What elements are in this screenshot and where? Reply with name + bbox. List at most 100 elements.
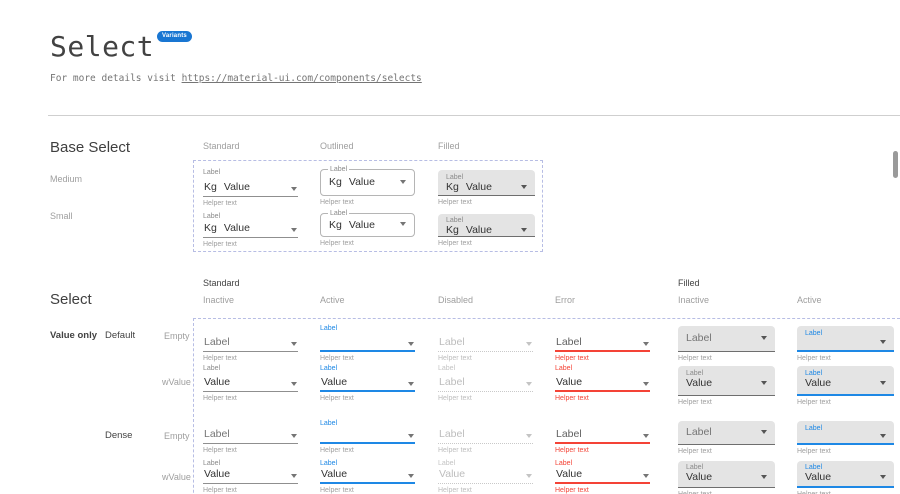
float-label: Label [555,460,573,467]
select-control[interactable]: Label [678,326,775,352]
subtitle-text: For more details visit [50,73,182,84]
select-control[interactable]: Value [438,468,533,484]
dropdown-arrow-icon [291,228,297,232]
helper-text: Helper text [797,491,894,494]
group-header-standard: Standard [203,278,240,288]
select-control[interactable]: Value [320,373,415,392]
select-control[interactable]: Value [555,373,650,392]
row-label-default: Default [105,330,136,341]
select-value: Label [204,336,230,348]
dropdown-arrow-icon [291,382,297,386]
select-control[interactable]: Label [203,428,298,444]
select-standard-error-dense-empty: Label Helper text [555,419,650,454]
select-control[interactable]: Label [555,333,650,352]
select-standard-disabled-dense-empty: Label Helper text [438,419,533,454]
helper-text: Helper text [203,355,237,362]
dropdown-arrow-icon [643,434,649,438]
float-label: Label [203,365,221,372]
select-value: Label [439,376,465,388]
select-control[interactable]: Label Value [678,461,775,488]
docs-link[interactable]: https://material-ui.com/components/selec… [181,73,422,84]
base-select-filled-small: Label Kg Value Helper text [438,214,535,247]
select-standard-active-wvalue: Label Value Helper text [320,364,415,402]
value-text: Value [348,218,375,231]
base-select-outlined-small: Label Kg Value Helper text [320,210,415,247]
select-control[interactable]: Label Value [797,461,894,488]
select-standard-disabled-dense-wvalue: Label Value Helper text [438,459,533,494]
select-variant-container [193,318,900,494]
float-label: Label [805,330,823,337]
adornment: Kg [204,222,217,234]
row-label-dense-empty: Empty [164,431,190,441]
dropdown-arrow-icon [291,474,297,478]
helper-text: Helper text [555,487,589,494]
select-control[interactable]: Value [203,468,298,484]
select-standard-disabled-wvalue: Label Label Helper text [438,364,533,402]
value-text: Value [223,222,250,234]
select-control[interactable]: Label [797,326,894,352]
state-header-filled-active: Active [797,295,822,305]
dropdown-arrow-icon [291,434,297,438]
select-control[interactable]: Value [203,373,298,392]
helper-text: Helper text [555,355,589,362]
helper-text: Helper text [320,355,354,362]
value-text: Value [465,181,492,193]
select-value: Kg Value [329,177,375,188]
dropdown-arrow-icon [880,380,886,385]
row-label-dense-wvalue: wValue [162,472,191,482]
column-header-standard: Standard [203,141,240,151]
select-control[interactable]: Label Value [797,366,894,396]
select-value: Label [439,428,465,440]
scrollbar-thumb[interactable] [893,151,898,178]
select-control[interactable]: Kg Value [203,177,298,197]
row-label-wvalue: wValue [162,377,191,387]
select-filled-inactive-dense-wvalue: Label Value Helper text [678,461,775,494]
select-control[interactable] [320,428,415,444]
select-control[interactable]: Label Kg Value [320,166,415,196]
select-control[interactable]: Label [438,428,533,444]
select-control[interactable]: Label [438,333,533,352]
select-control[interactable]: Label [555,428,650,444]
adornment: Kg [446,224,459,236]
helper-text: Helper text [678,355,712,362]
select-filled-active-wvalue: Label Value Helper text [797,366,894,406]
select-value: Kg Value [204,223,250,234]
select-control[interactable]: Label [438,373,533,392]
select-standard-error-dense-wvalue: Label Value Helper text [555,459,650,494]
variants-badge: Variants [157,31,192,42]
row-label-small: Small [50,211,73,221]
page-title: Select [50,30,155,63]
dropdown-arrow-icon [526,382,532,386]
select-filled-inactive-dense-empty: Label Helper text [678,421,775,455]
float-label [438,324,533,333]
state-header-active: Active [320,295,345,305]
select-standard-inactive-dense-wvalue: Label Value Helper text [203,459,298,494]
float-label [555,419,650,428]
select-control[interactable]: Label [797,421,894,445]
select-control[interactable]: Label [678,421,775,445]
select-standard-inactive-dense-empty: Label Helper text [203,419,298,454]
select-control[interactable] [320,333,415,352]
select-filled-active-empty: Label Helper text [797,326,894,362]
select-value: Kg Value [204,182,250,193]
subtitle: For more details visit https://material-… [50,73,422,84]
float-label [438,419,533,428]
select-control[interactable]: Label [203,333,298,352]
select-value: Value [439,468,466,480]
select-control[interactable]: Label Value [678,366,775,396]
select-value: Value [686,377,713,389]
select-control[interactable]: Value [320,468,415,484]
select-control[interactable]: Value [555,468,650,484]
select-value: Value [204,468,231,480]
select-control[interactable]: Label Kg Value [320,210,415,237]
select-standard-active-dense-empty: Label Helper text [320,419,415,454]
column-header-filled: Filled [438,141,460,151]
base-select-standard-small: Label Kg Value Helper text [203,212,298,248]
select-control[interactable]: Kg Value [203,221,298,238]
helper-text: Helper text [438,199,472,206]
select-control[interactable]: Label Kg Value [438,214,535,237]
select-filled-active-dense-empty: Label Helper text [797,421,894,455]
select-control[interactable]: Label Kg Value [438,170,535,196]
dropdown-arrow-icon [761,335,767,340]
float-label: Label [438,365,456,372]
